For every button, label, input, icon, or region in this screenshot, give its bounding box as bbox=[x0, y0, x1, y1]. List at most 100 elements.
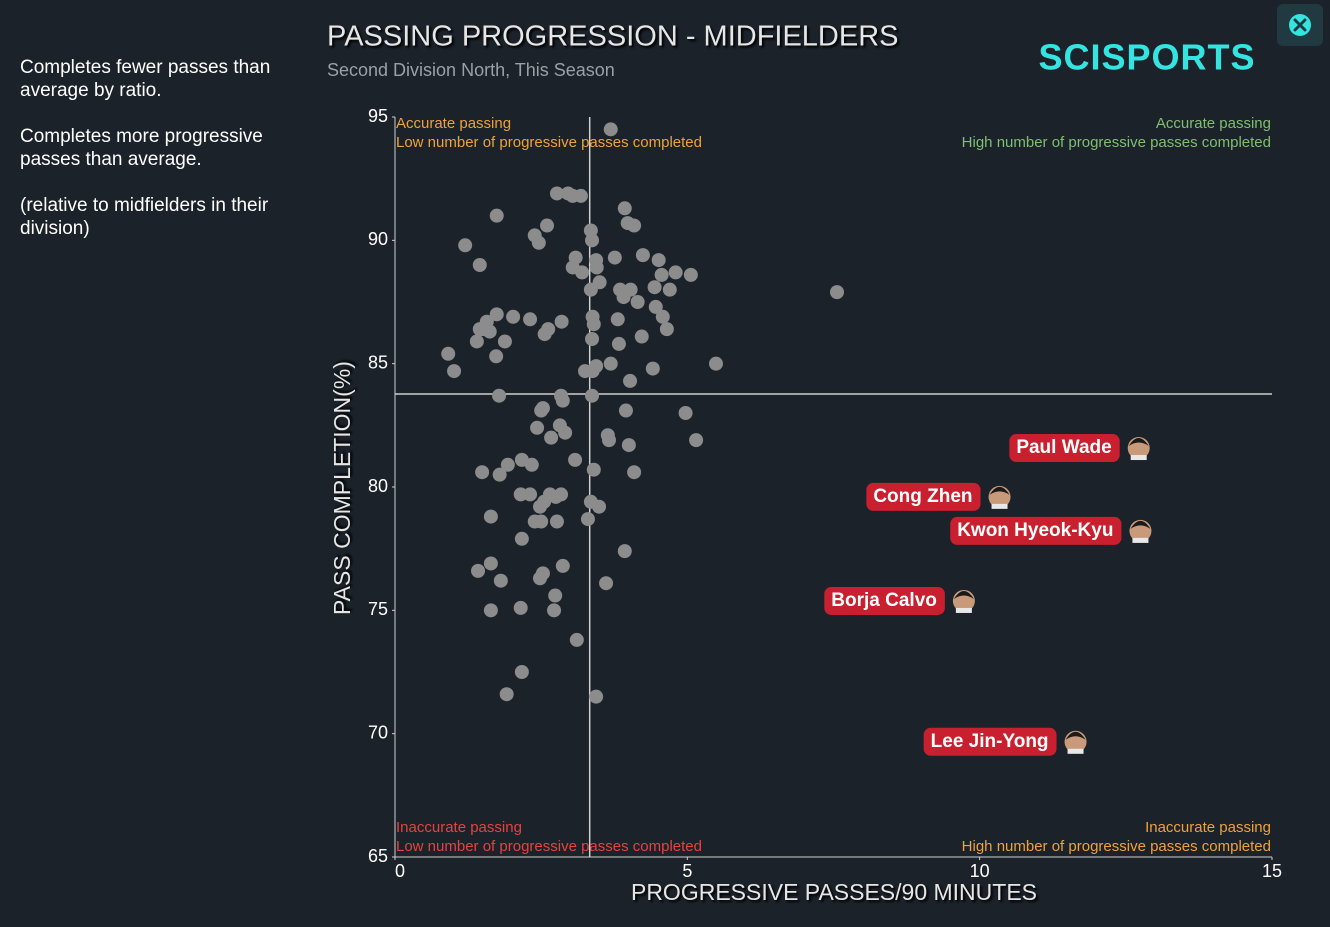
scatter-point bbox=[492, 388, 507, 403]
scatter-point bbox=[708, 356, 723, 371]
quadrant-label: High number of progressive passes comple… bbox=[962, 134, 1271, 151]
scatter-point bbox=[569, 632, 584, 647]
y-tick-label: 85 bbox=[368, 352, 388, 372]
player-point bbox=[952, 589, 975, 613]
player-point bbox=[988, 485, 1011, 509]
scatter-point bbox=[585, 388, 600, 403]
player-name: Lee Jin-Yong bbox=[931, 731, 1049, 752]
y-axis-title: PASS COMPLETION(%) bbox=[329, 361, 355, 615]
scatter-point bbox=[623, 373, 638, 388]
player-hair bbox=[1065, 731, 1086, 740]
scatter-point bbox=[627, 465, 642, 480]
scatter-point bbox=[634, 329, 649, 344]
scatter-point bbox=[607, 250, 622, 265]
chart-subtitle: Second Division North, This Season bbox=[327, 60, 615, 80]
scatter-point bbox=[497, 334, 512, 349]
player-hair bbox=[953, 590, 974, 599]
scatter-point bbox=[530, 420, 545, 435]
scatter-point bbox=[621, 438, 636, 453]
logo: SCISPORTS bbox=[1038, 37, 1255, 78]
scatter-point bbox=[555, 558, 570, 573]
quadrant-label: High number of progressive passes comple… bbox=[962, 838, 1271, 855]
scatter-point bbox=[500, 457, 515, 472]
scatter-point bbox=[532, 499, 547, 514]
player-label: Paul Wade bbox=[1009, 434, 1120, 463]
scatter-point bbox=[568, 452, 583, 467]
scatter-point bbox=[647, 280, 662, 295]
scatter-point bbox=[573, 188, 588, 203]
scatter-point bbox=[585, 233, 600, 248]
scatter-point bbox=[617, 544, 632, 559]
scatter-point bbox=[531, 235, 546, 250]
player-point bbox=[1129, 519, 1152, 543]
scatter-point bbox=[610, 312, 625, 327]
x-axis-title: PROGRESSIVE PASSES/90 MINUTES bbox=[631, 879, 1037, 905]
scatter-point bbox=[683, 267, 698, 282]
scatter-point bbox=[585, 364, 600, 379]
scatter-point bbox=[630, 295, 645, 309]
description-text: Completes more progressive passes than a… bbox=[20, 126, 263, 170]
scatter-point bbox=[483, 509, 498, 524]
scatter-point bbox=[678, 406, 693, 420]
description-text: Completes fewer passes than average by r… bbox=[20, 57, 271, 101]
scatter-point bbox=[534, 403, 549, 418]
y-tick-label: 65 bbox=[368, 846, 388, 866]
close-button[interactable] bbox=[1277, 4, 1323, 46]
quadrant-label: Accurate passing bbox=[1156, 115, 1271, 132]
scatter-point bbox=[547, 603, 562, 618]
scatter-point bbox=[441, 346, 456, 361]
player-shirt bbox=[1130, 455, 1147, 461]
scatter-point bbox=[447, 364, 462, 379]
player-shirt bbox=[991, 503, 1008, 509]
scatter-point bbox=[689, 433, 704, 448]
scatter-point bbox=[654, 267, 669, 282]
scatter-point bbox=[548, 489, 563, 504]
scatter-point bbox=[555, 393, 570, 408]
x-tick-label: 10 bbox=[970, 861, 990, 881]
scatter-point bbox=[472, 258, 487, 272]
scatter-point bbox=[524, 457, 539, 472]
player-name: Kwon Hyeok-Kyu bbox=[957, 520, 1113, 541]
scatter-point bbox=[618, 403, 633, 418]
player-name: Cong Zhen bbox=[873, 486, 972, 507]
scatter-point bbox=[532, 571, 547, 586]
scatter-point bbox=[655, 309, 670, 324]
scatter-point bbox=[482, 324, 497, 339]
scatter-point bbox=[586, 317, 601, 332]
scatter-point bbox=[662, 282, 677, 297]
scatter-point bbox=[489, 307, 504, 322]
quadrant-label: Low number of progressive passes complet… bbox=[396, 838, 702, 855]
scatter-point bbox=[489, 349, 504, 364]
scatter-point bbox=[627, 218, 642, 233]
quadrant-label: Inaccurate passing bbox=[396, 819, 522, 836]
scatter-point bbox=[592, 499, 607, 514]
description-text: (relative to midfielders in their divisi… bbox=[20, 195, 269, 239]
close-icon bbox=[1289, 14, 1311, 36]
scatter-point bbox=[601, 433, 616, 448]
scatter-point bbox=[469, 334, 484, 349]
scatter-point bbox=[635, 248, 650, 263]
scatter-point bbox=[830, 285, 845, 300]
x-tick-label: 15 bbox=[1262, 861, 1282, 881]
scatter-point bbox=[544, 430, 559, 445]
scatter-point bbox=[585, 332, 600, 346]
scatter-point bbox=[589, 260, 604, 275]
y-tick-label: 80 bbox=[368, 476, 388, 496]
scatter-point bbox=[513, 600, 528, 615]
scatter-point bbox=[493, 573, 508, 588]
scatter-point bbox=[648, 299, 663, 314]
scatter-point bbox=[492, 467, 507, 482]
player-shirt bbox=[1132, 537, 1149, 543]
quadrant-label: Accurate passing bbox=[396, 115, 511, 132]
description: Completes fewer passes than average by r… bbox=[20, 56, 300, 263]
player-label: Borja Calvo bbox=[824, 586, 945, 615]
scatter-point bbox=[592, 275, 607, 290]
scatter-point bbox=[603, 356, 618, 371]
x-tick-label: 5 bbox=[682, 861, 692, 881]
scatter-point bbox=[534, 514, 549, 529]
player-label-box bbox=[1009, 434, 1120, 463]
scatter-point bbox=[537, 327, 552, 342]
scatter-point bbox=[617, 201, 632, 216]
